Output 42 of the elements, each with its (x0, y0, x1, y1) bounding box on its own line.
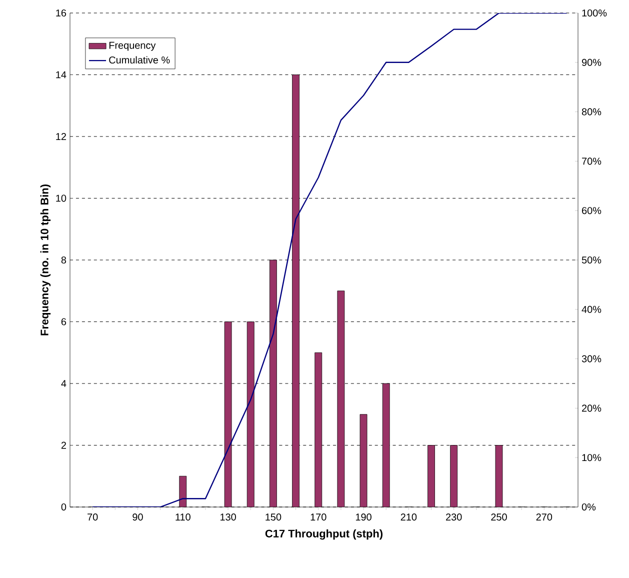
bar (292, 74, 300, 507)
x-tick-label: 110 (176, 514, 190, 521)
bar (270, 260, 277, 507)
y-tick-label: 10 (56, 194, 66, 202)
y2-tick-label: 70% (582, 158, 602, 165)
y-tick-label: 12 (56, 133, 66, 140)
legend-label: Frequency (109, 42, 156, 51)
y2-tick-label: 20% (582, 404, 602, 412)
bar (314, 352, 322, 507)
bar (382, 384, 390, 507)
y2-tick-label: 0% (582, 503, 596, 511)
x-tick-label: 250 (491, 514, 507, 521)
y2-tick-label: 50% (582, 256, 602, 264)
y2-tick-label: 100% (582, 9, 607, 17)
y-tick-label: 4 (61, 380, 66, 387)
x-tick-label: 210 (400, 514, 417, 521)
y2-tick-label: 10% (582, 454, 602, 462)
bar (450, 445, 458, 507)
y-tick-label: 0 (61, 503, 66, 511)
y2-tick-label: 40% (582, 306, 602, 313)
y-axis-title: Frequency (no. in 10 tph Bin) (40, 184, 51, 336)
x-tick-label: 230 (446, 514, 462, 521)
bar (247, 322, 254, 507)
y2-tick-label: 60% (582, 207, 602, 214)
bar (428, 445, 435, 507)
legend-label: Cumulative % (109, 56, 170, 64)
y2-tick-label: 30% (582, 355, 602, 362)
y-tick-label: 14 (56, 71, 66, 78)
x-tick-label: 170 (310, 514, 326, 521)
x-tick-label: 70 (88, 514, 98, 521)
x-axis-title: C17 Throughput (stph) (265, 529, 383, 540)
x-tick-label: 130 (220, 514, 236, 521)
y-tick-label: 6 (61, 318, 66, 326)
y2-tick-label: 90% (582, 58, 602, 66)
y-tick-label: 8 (61, 256, 66, 264)
y-tick-label: 16 (56, 9, 66, 17)
x-tick-label: 190 (356, 514, 372, 521)
x-tick-label: 150 (266, 514, 282, 521)
y2-tick-label: 80% (582, 108, 602, 116)
y-tick-label: 2 (61, 442, 66, 449)
x-tick-label: 90 (132, 514, 143, 521)
x-tick-label: 270 (536, 514, 552, 521)
